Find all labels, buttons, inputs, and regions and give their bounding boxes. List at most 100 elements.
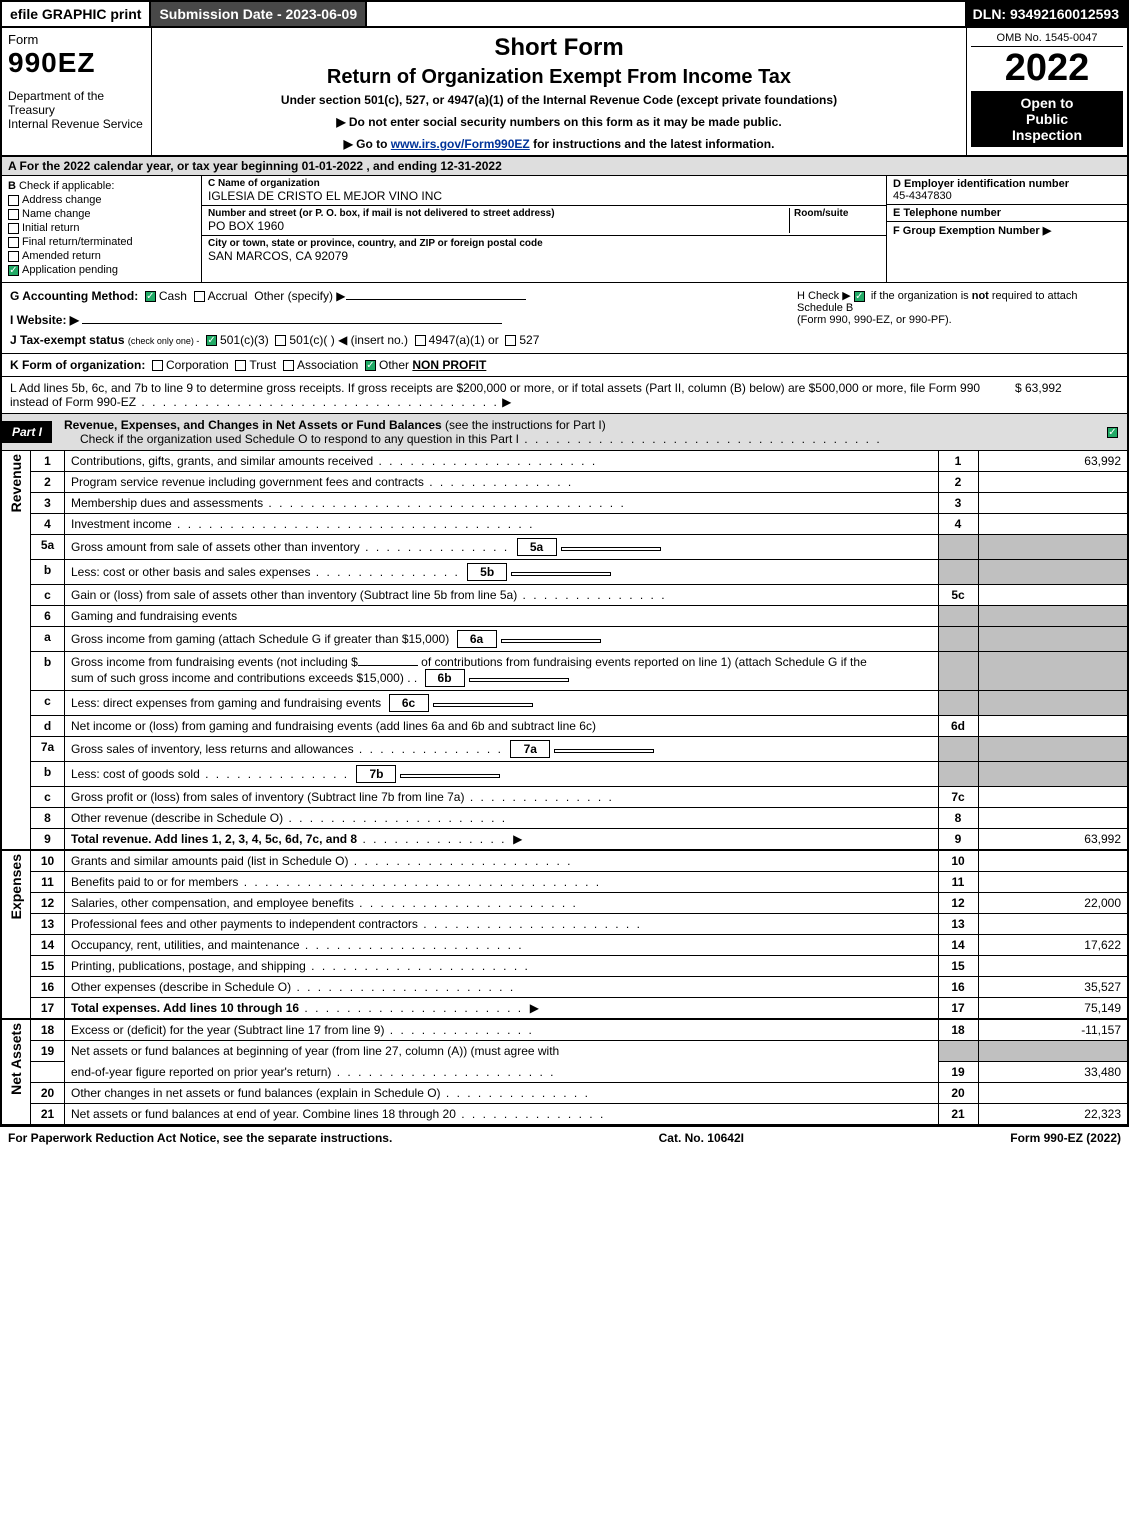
b-c-d-row: B Check if applicable: Address change Na… — [0, 176, 1129, 283]
chk-h[interactable] — [854, 291, 865, 302]
d21: Net assets or fund balances at end of ye… — [65, 1104, 939, 1125]
header-center: Short Form Return of Organization Exempt… — [152, 28, 967, 155]
chk-association[interactable] — [283, 360, 294, 371]
amt13 — [978, 914, 1128, 935]
iv7a — [554, 749, 654, 753]
chk-amended-return[interactable]: Amended return — [8, 250, 195, 262]
box20: 20 — [938, 1083, 978, 1104]
n6d: d — [31, 716, 65, 737]
d6b-2: of contributions from fundraising events… — [421, 655, 867, 669]
d11: Benefits paid to or for members — [65, 872, 939, 893]
box5b-shade — [938, 560, 978, 585]
d6a: Gross income from gaming (attach Schedul… — [65, 627, 939, 652]
d19b: end-of-year figure reported on prior yea… — [65, 1062, 939, 1083]
row-20: 20 Other changes in net assets or fund b… — [1, 1083, 1128, 1104]
amt4 — [978, 514, 1128, 535]
iv7b — [400, 774, 500, 778]
part1-check-line: Check if the organization used Schedule … — [80, 432, 519, 446]
chk-other-org[interactable] — [365, 360, 376, 371]
accrual-label: Accrual — [208, 289, 248, 303]
d20: Other changes in net assets or fund bala… — [65, 1083, 939, 1104]
website-input[interactable] — [82, 323, 502, 324]
opt-association: Association — [297, 358, 358, 372]
n5a: 5a — [31, 535, 65, 560]
part1-table: Revenue 1 Contributions, gifts, grants, … — [0, 451, 1129, 1125]
n19: 19 — [31, 1041, 65, 1062]
row-6b: b Gross income from fundraising events (… — [1, 652, 1128, 691]
amt2 — [978, 472, 1128, 493]
row-14: 14 Occupancy, rent, utilities, and maint… — [1, 935, 1128, 956]
chk-final-return[interactable]: Final return/terminated — [8, 236, 195, 248]
d13: Professional fees and other payments to … — [65, 914, 939, 935]
d17-text: Total expenses. Add lines 10 through 16 — [71, 1001, 299, 1015]
row-9: 9 Total revenue. Add lines 1, 2, 3, 4, 5… — [1, 829, 1128, 851]
omb-number: OMB No. 1545-0047 — [971, 32, 1123, 47]
n17: 17 — [31, 998, 65, 1020]
f-arrow-icon: ▶ — [1043, 225, 1051, 237]
part1-title: Revenue, Expenses, and Changes in Net As… — [64, 418, 442, 432]
opt-other: Other — [379, 358, 409, 372]
d6b-1: Gross income from fundraising events (no… — [71, 655, 358, 669]
side-revenue: Revenue — [1, 451, 31, 850]
chk-4947[interactable] — [415, 335, 426, 346]
footer-cat: Cat. No. 10642I — [659, 1131, 744, 1145]
form-number: 990EZ — [8, 47, 145, 79]
amt6a-shade — [978, 627, 1128, 652]
c-city-label: City or town, state or province, country… — [208, 238, 880, 249]
other-specify-input[interactable] — [346, 299, 526, 300]
row-21: 21 Net assets or fund balances at end of… — [1, 1104, 1128, 1125]
n18: 18 — [31, 1019, 65, 1041]
chk-accrual[interactable] — [194, 291, 205, 302]
row-17: 17 Total expenses. Add lines 10 through … — [1, 998, 1128, 1020]
amt7a-shade — [978, 737, 1128, 762]
chk-527[interactable] — [505, 335, 516, 346]
d2: Program service revenue including govern… — [65, 472, 939, 493]
chk-501c[interactable] — [275, 335, 286, 346]
n19b — [31, 1062, 65, 1083]
box21: 21 — [938, 1104, 978, 1125]
footer-right-pre: Form — [1010, 1131, 1043, 1145]
row-15: 15 Printing, publications, postage, and … — [1, 956, 1128, 977]
d18: Excess or (deficit) for the year (Subtra… — [65, 1019, 939, 1041]
chk-initial-return[interactable]: Initial return — [8, 222, 195, 234]
d4: Investment income — [65, 514, 939, 535]
box5c: 5c — [938, 585, 978, 606]
n21: 21 — [31, 1104, 65, 1125]
iv6a — [501, 639, 601, 643]
n6c: c — [31, 691, 65, 716]
chk-501c3[interactable] — [206, 335, 217, 346]
box18: 18 — [938, 1019, 978, 1041]
d10-text: Grants and similar amounts paid (list in… — [71, 854, 348, 868]
chk-application-pending[interactable]: Application pending — [8, 264, 195, 276]
chk-address-change[interactable]: Address change — [8, 194, 195, 206]
box2: 2 — [938, 472, 978, 493]
chk-trust[interactable] — [235, 360, 246, 371]
chk-corporation[interactable] — [152, 360, 163, 371]
b-check-if: Check if applicable: — [19, 180, 114, 192]
irs-link[interactable]: www.irs.gov/Form990EZ — [391, 137, 530, 151]
footer-right-form: 990-EZ — [1044, 1131, 1083, 1145]
d3: Membership dues and assessments — [65, 493, 939, 514]
n9: 9 — [31, 829, 65, 851]
spacer — [367, 2, 965, 26]
d7c: Gross profit or (loss) from sales of inv… — [65, 787, 939, 808]
footer-right-post: (2022) — [1083, 1131, 1121, 1145]
chk-cash[interactable] — [145, 291, 156, 302]
amt8 — [978, 808, 1128, 829]
box6-shade — [938, 606, 978, 627]
opt-trust: Trust — [249, 358, 276, 372]
chk-name-change[interactable]: Name change — [8, 208, 195, 220]
ib5b: 5b — [467, 563, 507, 581]
part1-schedule-o-check[interactable] — [1107, 425, 1127, 439]
c-city-cell: City or town, state or province, country… — [202, 236, 886, 265]
amt21: 22,323 — [978, 1104, 1128, 1125]
d5a: Gross amount from sale of assets other t… — [65, 535, 939, 560]
d19b-text: end-of-year figure reported on prior yea… — [71, 1065, 331, 1079]
d15: Printing, publications, postage, and shi… — [65, 956, 939, 977]
section-b: B Check if applicable: Address change Na… — [2, 176, 202, 282]
efile-print[interactable]: efile GRAPHIC print — [2, 2, 151, 26]
d14-text: Occupancy, rent, utilities, and maintena… — [71, 938, 300, 952]
d12-text: Salaries, other compensation, and employ… — [71, 896, 354, 910]
amt20 — [978, 1083, 1128, 1104]
amt17: 75,149 — [978, 998, 1128, 1020]
